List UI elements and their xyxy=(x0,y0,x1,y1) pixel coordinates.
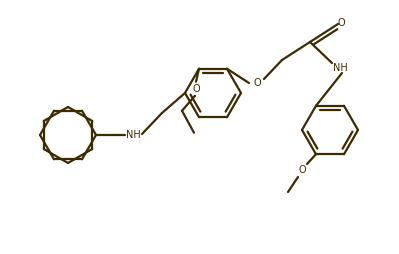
Text: NH: NH xyxy=(333,63,348,73)
Text: O: O xyxy=(253,78,261,88)
Text: O: O xyxy=(192,84,200,94)
Text: O: O xyxy=(337,18,345,28)
Text: NH: NH xyxy=(126,130,140,140)
Text: O: O xyxy=(298,165,306,175)
